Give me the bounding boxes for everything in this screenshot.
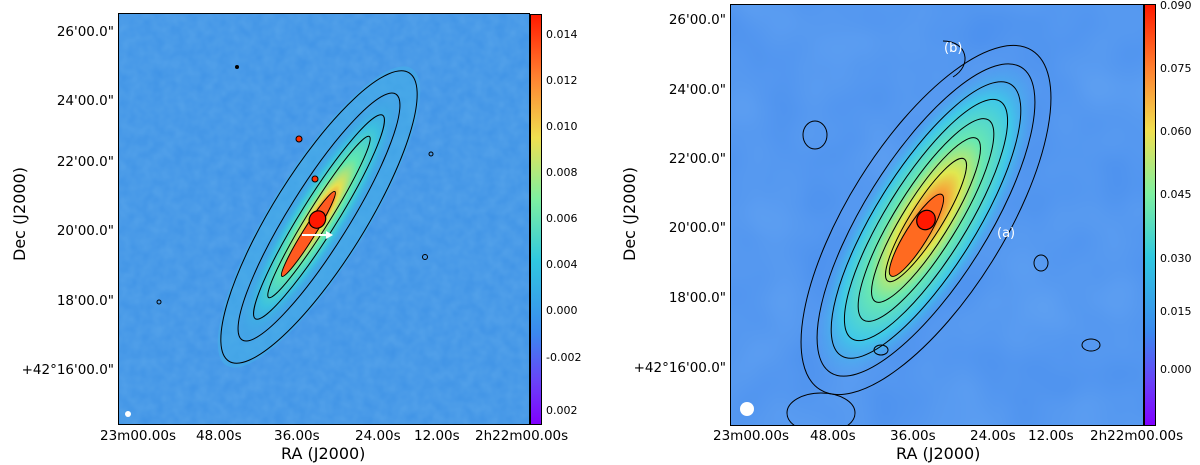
right-cbar-tick-4: 0.045 [1160, 188, 1192, 201]
right-dec-tick-6: +42°16'00.0" [633, 360, 726, 376]
left-cbar-tick-2: 0.012 [546, 74, 578, 87]
right-map-panel: Dec (J2000) 26'00.0" 24'00.0" 22'00.0" 2… [600, 0, 1200, 465]
right-ra-tick-5: 12.00s [1028, 428, 1074, 444]
left-cbar-tick-3: 0.010 [546, 120, 578, 133]
right-dec-axis-title: Dec (J2000) [620, 167, 639, 261]
right-cbar-tick-2: 0.075 [1160, 62, 1192, 75]
left-cbar-tick-4: 0.008 [546, 166, 578, 179]
left-ra-tick-5: 12.00s [414, 428, 460, 444]
right-ra-tick-6: 2h22m00.00s [1090, 428, 1184, 444]
right-intensity-map: (b) (a) [730, 4, 1144, 426]
left-cbar-tick-8: 0.000 [546, 304, 578, 317]
annotation-b: (b) [944, 41, 962, 56]
left-dec-tick-2: 24'00.0" [56, 93, 114, 109]
right-ra-tick-1: 23m00.00s [713, 428, 790, 444]
left-cbar-tick-6: 0.004 [546, 258, 578, 271]
left-ra-tick-4: 24.00s [355, 428, 401, 444]
left-dec-tick-6: +42°16'00.0" [21, 362, 114, 378]
right-cbar-tick-6: 0.015 [1160, 305, 1192, 318]
right-cbar-tick-3: 0.060 [1160, 125, 1192, 138]
right-colorbar [1144, 4, 1156, 426]
left-cbar-tick-1: 0.014 [546, 28, 578, 41]
left-map-panel: Dec (J2000) 26'00.0" 24'00.0" 22'00.0" 2… [10, 13, 582, 463]
right-cbar-tick-5: 0.030 [1160, 252, 1192, 265]
left-ra-axis-title: RA (J2000) [281, 444, 366, 463]
left-ra-tick-3: 36.00s [274, 428, 320, 444]
left-cbar-tick-7: 0.002 [546, 404, 578, 417]
left-dec-axis-title: Dec (J2000) [10, 167, 29, 261]
left-cbar-tick-9: -0.002 [546, 351, 582, 364]
right-dec-tick-4: 20'00.0" [668, 220, 726, 236]
left-ra-tick-1: 23m00.00s [100, 428, 177, 444]
right-dec-tick-5: 18'00.0" [668, 290, 726, 306]
right-ra-tick-3: 36.00s [890, 428, 936, 444]
left-dec-tick-1: 26'00.0" [56, 24, 114, 40]
left-cbar-tick-5: 0.006 [546, 212, 578, 225]
right-dec-tick-1: 26'00.0" [668, 12, 726, 28]
left-ra-tick-6: 2h22m00.00s [475, 428, 569, 444]
right-cbar-tick-1: 0.090 [1160, 0, 1192, 12]
left-dec-tick-3: 22'00.0" [56, 154, 114, 170]
left-colorbar [530, 14, 542, 425]
annotation-a: (a) [997, 226, 1015, 241]
right-ra-tick-2: 48.00s [810, 428, 856, 444]
right-dec-tick-3: 22'00.0" [668, 151, 726, 167]
left-ra-tick-2: 48.00s [196, 428, 242, 444]
right-cbar-tick-7: 0.000 [1160, 363, 1192, 376]
left-dec-tick-4: 20'00.0" [56, 223, 114, 239]
right-ra-axis-title: RA (J2000) [896, 444, 981, 463]
left-intensity-map [118, 13, 530, 425]
right-dec-tick-2: 24'00.0" [668, 82, 726, 98]
left-dec-tick-5: 18'00.0" [56, 293, 114, 309]
right-ra-tick-4: 24.00s [970, 428, 1016, 444]
